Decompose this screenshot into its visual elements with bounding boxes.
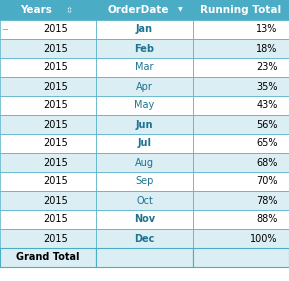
Bar — [96, 20, 193, 39]
Text: 2015: 2015 — [43, 234, 68, 244]
Text: 68%: 68% — [256, 157, 277, 167]
Bar — [96, 210, 193, 229]
Text: 56%: 56% — [256, 119, 277, 130]
Text: 13%: 13% — [256, 24, 277, 35]
Bar — [96, 58, 193, 77]
Text: 2015: 2015 — [43, 44, 68, 53]
Bar — [96, 172, 193, 191]
Text: Years: Years — [21, 5, 52, 15]
Text: Sep: Sep — [135, 176, 154, 187]
Text: 2015: 2015 — [43, 157, 68, 167]
Bar — [0, 229, 96, 248]
Bar — [193, 115, 289, 134]
Bar — [96, 248, 193, 267]
Text: 2015: 2015 — [43, 101, 68, 110]
Text: 2015: 2015 — [43, 214, 68, 225]
Text: −: − — [1, 25, 8, 34]
Text: 2015: 2015 — [43, 119, 68, 130]
Text: OrderDate: OrderDate — [108, 5, 169, 15]
Text: Apr: Apr — [136, 81, 153, 92]
Bar — [193, 172, 289, 191]
Bar — [96, 115, 193, 134]
Bar — [96, 0, 193, 20]
Text: 78%: 78% — [256, 196, 277, 205]
Text: Jan: Jan — [136, 24, 153, 35]
Text: May: May — [134, 101, 155, 110]
Text: Feb: Feb — [134, 44, 155, 53]
Text: 2015: 2015 — [43, 196, 68, 205]
Text: 35%: 35% — [256, 81, 277, 92]
Text: Aug: Aug — [135, 157, 154, 167]
Text: 43%: 43% — [256, 101, 277, 110]
Bar — [0, 134, 96, 153]
Bar — [96, 96, 193, 115]
Text: 2015: 2015 — [43, 24, 68, 35]
Bar — [0, 115, 96, 134]
Bar — [0, 20, 96, 39]
Text: 65%: 65% — [256, 139, 277, 148]
Bar — [96, 39, 193, 58]
Text: ▼: ▼ — [178, 8, 183, 12]
Bar — [193, 0, 289, 20]
Bar — [0, 58, 96, 77]
Bar — [193, 20, 289, 39]
Text: 100%: 100% — [250, 234, 277, 244]
Bar — [0, 77, 96, 96]
Bar — [193, 153, 289, 172]
Bar — [96, 77, 193, 96]
Bar — [193, 210, 289, 229]
Text: 2015: 2015 — [43, 176, 68, 187]
Text: Dec: Dec — [134, 234, 155, 244]
Bar — [193, 229, 289, 248]
Bar — [0, 248, 96, 267]
Bar — [96, 229, 193, 248]
Bar — [193, 191, 289, 210]
Bar — [0, 153, 96, 172]
Bar — [193, 96, 289, 115]
Bar — [0, 210, 96, 229]
Bar — [96, 191, 193, 210]
Text: 70%: 70% — [256, 176, 277, 187]
Text: Running Total: Running Total — [201, 5, 281, 15]
Bar — [0, 191, 96, 210]
Text: Jun: Jun — [136, 119, 153, 130]
Bar — [0, 39, 96, 58]
Bar — [193, 58, 289, 77]
Text: Oct: Oct — [136, 196, 153, 205]
Text: ⇳: ⇳ — [66, 6, 73, 15]
Text: 2015: 2015 — [43, 81, 68, 92]
Text: Mar: Mar — [135, 62, 154, 72]
Text: 2015: 2015 — [43, 62, 68, 72]
Bar — [193, 134, 289, 153]
Text: 18%: 18% — [256, 44, 277, 53]
Bar — [0, 0, 96, 20]
Text: Nov: Nov — [134, 214, 155, 225]
Bar — [0, 96, 96, 115]
Bar — [193, 39, 289, 58]
Text: Grand Total: Grand Total — [16, 253, 80, 262]
Text: 2015: 2015 — [43, 139, 68, 148]
Bar — [96, 153, 193, 172]
Text: 23%: 23% — [256, 62, 277, 72]
Bar — [193, 77, 289, 96]
Bar — [96, 134, 193, 153]
Bar — [193, 248, 289, 267]
Text: 88%: 88% — [256, 214, 277, 225]
Text: Jul: Jul — [138, 139, 151, 148]
Bar — [0, 172, 96, 191]
